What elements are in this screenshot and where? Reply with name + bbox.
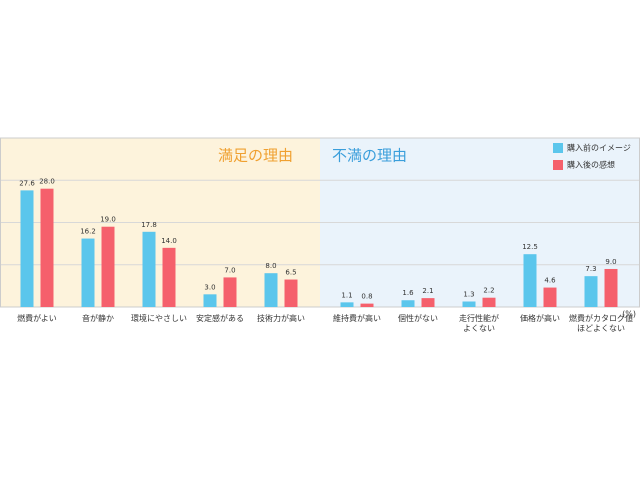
x-tick-label: 燃費がよい: [17, 314, 57, 323]
bar: [584, 276, 598, 307]
value-label: 4.6: [544, 277, 556, 285]
value-label: 28.0: [39, 178, 55, 186]
legend-swatch: [553, 143, 563, 153]
bar: [264, 273, 278, 307]
value-label: 3.0: [204, 283, 215, 291]
legend-label: 購入前のイメージ: [567, 143, 631, 153]
value-label: 27.6: [19, 179, 35, 187]
bar: [543, 287, 557, 307]
x-tick-label: 音が静か: [82, 314, 114, 323]
value-label: 8.0: [265, 262, 276, 270]
value-label: 0.8: [361, 293, 372, 301]
value-label: 1.1: [341, 291, 352, 299]
value-label: 19.0: [100, 216, 116, 224]
legend-swatch: [553, 160, 563, 170]
group-title: 不満の理由: [332, 147, 407, 165]
x-tick-label: 安定感がある: [196, 314, 244, 323]
bar: [101, 226, 115, 307]
x-tick-label: 環境にやさしい: [131, 314, 187, 323]
bar: [523, 254, 537, 307]
x-tick-label: 走行性能が よくない: [459, 314, 499, 333]
bar: [360, 303, 374, 307]
bar: [203, 294, 217, 307]
legend-label: 購入後の感想: [567, 160, 615, 170]
value-label: 12.5: [522, 243, 538, 251]
bar: [20, 190, 34, 307]
group-title: 満足の理由: [218, 147, 293, 165]
bar: [223, 277, 237, 307]
bar: [604, 268, 618, 307]
value-label: 7.0: [224, 266, 235, 274]
value-label: 6.5: [285, 269, 296, 277]
value-label: 9.0: [605, 258, 616, 266]
bar: [462, 301, 476, 307]
value-label: 14.0: [161, 237, 177, 245]
bar: [142, 231, 156, 307]
value-label: 7.3: [585, 265, 596, 273]
value-label: 2.2: [483, 287, 494, 295]
value-label: 16.2: [80, 228, 96, 236]
bar: [482, 297, 496, 307]
value-label: 1.6: [402, 289, 414, 297]
bar: [40, 188, 54, 307]
bar: [340, 302, 354, 307]
x-tick-label: 燃費がカタログ値 ほどよくない: [569, 314, 633, 333]
bar: [162, 247, 176, 307]
x-tick-label: 個性がない: [398, 314, 438, 323]
unit-label: (%): [622, 310, 636, 319]
bar: [284, 279, 298, 307]
x-tick-label: 技術力が高い: [257, 314, 305, 323]
bar: [401, 300, 415, 307]
value-label: 1.3: [463, 291, 474, 299]
value-label: 17.8: [141, 221, 157, 229]
bar: [421, 298, 435, 307]
value-label: 2.1: [422, 287, 433, 295]
x-tick-label: 維持費が高い: [333, 314, 381, 323]
x-tick-label: 価格が高い: [520, 314, 560, 323]
bar: [81, 238, 95, 307]
